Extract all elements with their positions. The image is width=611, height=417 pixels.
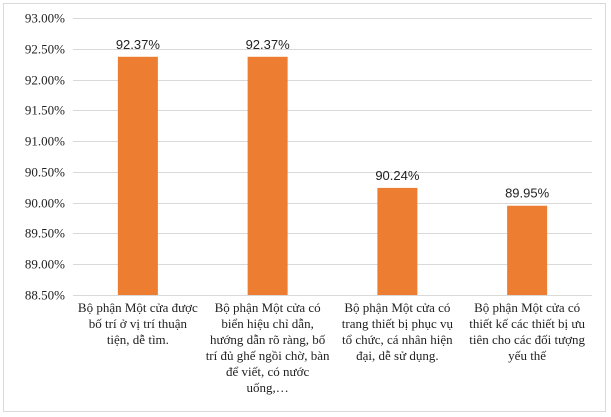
y-tick-label: 91.00%: [25, 134, 65, 149]
y-tick-label: 90.00%: [25, 196, 65, 211]
y-tick-label: 93.00%: [25, 11, 65, 26]
y-axis: 88.50% 89.00% 89.50% 90.00% 90.50% 91.00% 91.5…: [25, 11, 65, 303]
bar: [507, 205, 548, 295]
y-tick-label: 89.50%: [25, 226, 65, 241]
y-tick-label: 91.50%: [25, 103, 65, 118]
data-label: 92.37%: [116, 37, 161, 52]
y-tick-label: 89.00%: [25, 257, 65, 272]
data-label: 89.95%: [505, 186, 550, 201]
gridlines: [73, 18, 592, 296]
bar: [377, 187, 418, 295]
category-label: Bộ phận Một cửa được bố trí ở vị trí thu…: [77, 300, 198, 347]
data-label: 90.24%: [375, 168, 420, 183]
data-labels: 92.37% 92.37% 90.24% 89.95%: [116, 37, 550, 201]
y-tick-label: 92.00%: [25, 73, 65, 88]
bar: [247, 56, 288, 295]
data-label: 92.37%: [246, 37, 291, 52]
bars: [117, 56, 548, 295]
y-tick-label: 90.50%: [25, 165, 65, 180]
y-tick-label: 92.50%: [25, 42, 65, 57]
category-label: Bộ phận Một cửa có thiết kế các thiết bị…: [469, 300, 585, 363]
category-label: Bộ phận Một cửa có biển hiệu chỉ dẫn, hư…: [205, 300, 330, 395]
category-label: Bộ phận Một cửa có trang thiết bị phục v…: [341, 300, 453, 363]
chart-frame: [3, 3, 606, 412]
y-tick-label: 88.50%: [25, 288, 65, 303]
bar: [117, 56, 158, 295]
